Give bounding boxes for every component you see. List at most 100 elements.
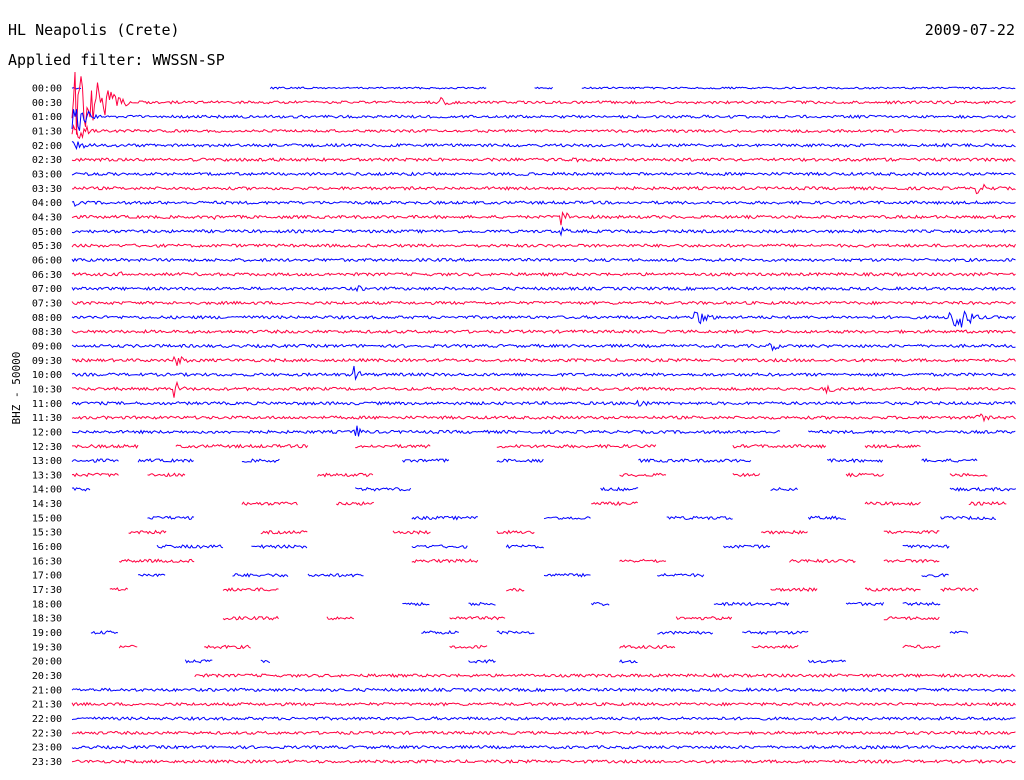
seismic-trace-segment [71, 487, 91, 492]
seismic-trace-segment [940, 515, 997, 521]
seismic-trace-segment [71, 458, 119, 463]
seismic-trace-segment [156, 544, 224, 549]
seismic-trace-segment [864, 587, 921, 592]
time-tick-label: 18:30 [32, 614, 62, 625]
time-tick-label: 01:00 [32, 112, 62, 123]
seismic-trace-segment [71, 413, 1016, 423]
seismic-trace-segment [789, 558, 856, 564]
seismic-trace-segment [71, 365, 1016, 381]
time-tick-label: 22:30 [32, 728, 62, 739]
seismic-trace-segment [411, 544, 468, 549]
time-tick-label: 06:00 [32, 255, 62, 266]
seismic-trace-segment [940, 587, 979, 592]
seismic-trace-segment [71, 157, 1016, 163]
seismic-trace-segment [581, 86, 1016, 90]
time-tick-label: 11:30 [32, 413, 62, 424]
seismic-trace-segment [449, 615, 506, 621]
seismic-trace-segment [619, 644, 676, 649]
seismic-trace-segment [71, 342, 1016, 352]
seismic-trace-segment [591, 500, 638, 506]
seismic-trace-segment [590, 601, 610, 607]
seismic-trace-segment [770, 486, 798, 492]
seismic-trace-segment [392, 530, 431, 535]
seismic-trace-segment [336, 501, 374, 506]
seismic-trace-segment [675, 616, 733, 621]
seismic-trace-segment [71, 226, 1016, 237]
seismic-trace-segment [505, 544, 544, 549]
seismic-trace-segment [119, 558, 195, 564]
time-tick-label: 04:00 [32, 198, 62, 209]
seismic-trace-segment [71, 141, 1016, 151]
seismic-trace-segment [204, 644, 251, 650]
seismic-trace-segment [411, 558, 479, 564]
seismic-trace-segment [260, 529, 308, 535]
seismic-trace-segment [534, 86, 553, 90]
seismic-trace-segment [71, 399, 1016, 407]
seismic-trace-segment [402, 601, 430, 607]
seismic-trace-segment [317, 472, 374, 478]
seismic-trace-segment [619, 558, 667, 564]
seismic-trace-segment [71, 715, 1016, 721]
seismic-trace-segment [732, 472, 761, 478]
seismic-trace-segment [902, 644, 941, 649]
seismic-trace-segment [241, 501, 298, 506]
time-tick-label: 11:00 [32, 399, 62, 410]
seismic-trace-segment [742, 630, 809, 635]
seismic-trace-segment [949, 472, 988, 477]
seismic-trace-segment [71, 183, 1016, 195]
seismic-trace-segment [619, 659, 638, 664]
seismic-trace-segment [138, 573, 166, 578]
seismic-trace-segment [90, 630, 118, 635]
seismic-trace-segment [666, 515, 733, 521]
seismic-trace-segment [864, 443, 921, 449]
seismic-trace-segment [807, 515, 846, 521]
time-tick-label: 17:30 [32, 585, 62, 596]
time-tick-label: 03:00 [32, 169, 62, 180]
time-tick-label: 19:30 [32, 642, 62, 653]
seismic-trace-segment [147, 515, 195, 520]
time-tick-label: 03:30 [32, 184, 62, 195]
seismic-trace-segment [71, 271, 1016, 277]
seismic-trace-segment [307, 573, 364, 578]
time-tick-label: 23:00 [32, 743, 62, 754]
seismic-trace-segment [109, 587, 129, 592]
seismic-trace-segment [421, 630, 459, 635]
seismic-trace-segment [222, 587, 279, 592]
seismic-trace-segment [71, 124, 1016, 140]
seismic-trace-segment [723, 544, 771, 549]
seismic-trace-segment [71, 243, 1016, 248]
seismic-trace-segment [184, 659, 213, 664]
seismic-trace-segment [251, 544, 308, 549]
time-tick-label: 09:30 [32, 356, 62, 367]
seismic-trace-segment [496, 630, 535, 635]
time-tick-label: 17:00 [32, 571, 62, 582]
seismic-trace-segment [657, 630, 714, 635]
seismic-trace-segment [194, 673, 1016, 679]
time-tick-label: 05:30 [32, 241, 62, 252]
time-tick-label: 02:00 [32, 141, 62, 152]
seismic-trace-segment [241, 458, 280, 463]
seismic-trace-segment [411, 515, 478, 521]
time-tick-label: 15:30 [32, 528, 62, 539]
seismic-trace-segment [826, 458, 884, 464]
seismic-trace-segment [354, 487, 412, 492]
seismic-trace-segment [807, 659, 847, 664]
seismic-trace-segment [638, 458, 752, 463]
seismic-trace-segment [71, 758, 1016, 764]
seismic-trace-segment [71, 687, 1016, 693]
seismic-trace-segment [770, 587, 818, 592]
time-tick-label: 08:00 [32, 313, 62, 324]
time-tick-label: 07:30 [32, 298, 62, 309]
time-tick-label: 20:30 [32, 671, 62, 682]
seismic-trace-segment [496, 443, 657, 449]
time-tick-label: 13:30 [32, 470, 62, 481]
seismic-trace-segment [760, 529, 808, 535]
seismic-trace-segment [732, 444, 827, 449]
seismic-trace-segment [883, 529, 940, 535]
seismic-trace-segment [71, 380, 1016, 398]
seismic-trace-segment [71, 257, 1016, 263]
seismic-trace-segment [128, 529, 167, 535]
time-tick-label: 15:00 [32, 513, 62, 524]
seismic-trace-segment [921, 573, 949, 578]
